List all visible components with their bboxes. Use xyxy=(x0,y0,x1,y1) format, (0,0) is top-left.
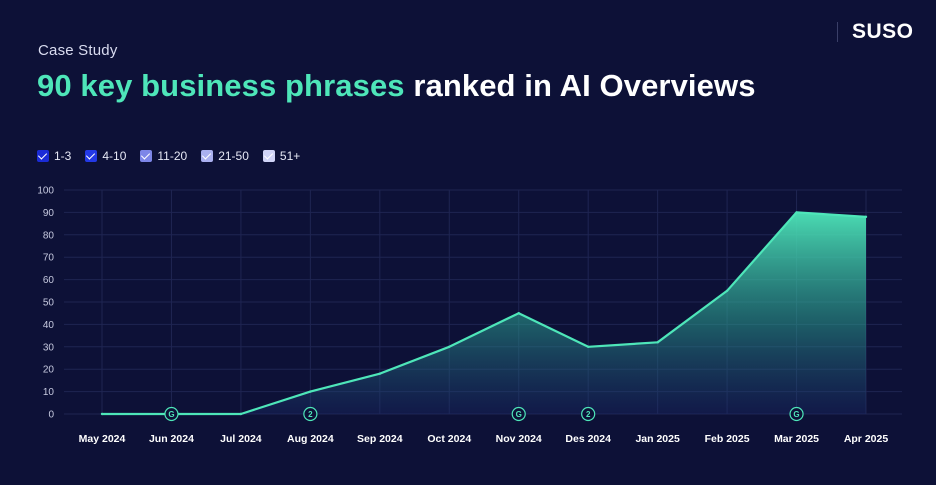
brand-divider xyxy=(837,22,838,42)
x-tick-label: Sep 2024 xyxy=(357,433,403,445)
data-point xyxy=(864,215,868,219)
brand-logo: SUSO xyxy=(852,20,914,43)
checkbox-icon xyxy=(140,150,153,162)
x-tick-label: Feb 2025 xyxy=(705,433,750,445)
legend-label: 21-50 xyxy=(218,149,249,163)
x-tick-label: Jul 2024 xyxy=(220,433,262,445)
y-tick-label: 40 xyxy=(43,320,55,331)
series-area xyxy=(102,212,866,414)
x-tick-label: May 2024 xyxy=(79,433,126,445)
annotation-marker[interactable]: G xyxy=(789,406,804,422)
y-tick-label: 90 xyxy=(43,208,55,219)
marker-circle xyxy=(789,406,804,422)
data-point xyxy=(795,211,798,214)
y-tick-label: 50 xyxy=(43,298,55,309)
legend-label: 51+ xyxy=(279,149,301,163)
data-point xyxy=(586,345,590,348)
data-point xyxy=(100,412,104,416)
y-tick-label: 80 xyxy=(43,230,55,241)
legend-item-4-10[interactable]: 4-10 xyxy=(85,149,126,163)
legend-item-1-3[interactable]: 1-3 xyxy=(37,149,71,163)
data-point xyxy=(656,341,659,344)
legend-item-51-plus[interactable]: 51+ xyxy=(262,149,301,163)
marker-label: G xyxy=(793,410,799,419)
x-tick-label: Oct 2024 xyxy=(427,433,471,445)
page-title: 90 key business phrases ranked in AI Ove… xyxy=(37,68,756,104)
x-tick-label: Nov 2024 xyxy=(496,433,542,445)
y-tick-label: 0 xyxy=(48,410,54,421)
legend-label: 1-3 xyxy=(54,149,72,163)
data-point xyxy=(309,390,312,393)
x-tick-label: Apr 2025 xyxy=(844,433,889,445)
x-axis: May 2024 Jun 2024 Jul 2024 Aug 2024 Sep 2024… xyxy=(79,433,889,445)
data-point xyxy=(725,289,729,292)
marker-circle xyxy=(581,406,596,422)
y-tick-label: 30 xyxy=(43,342,55,353)
data-point xyxy=(239,412,243,416)
headline-rest: ranked in AI Overviews xyxy=(404,68,756,103)
y-tick-label: 10 xyxy=(43,387,55,398)
plot-area xyxy=(100,211,868,416)
marker-circle xyxy=(511,406,526,422)
checkbox-icon xyxy=(201,150,214,162)
y-tick-label: 20 xyxy=(43,365,55,376)
marker-label: 2 xyxy=(308,410,313,419)
annotation-marker[interactable]: 2 xyxy=(581,406,596,422)
data-point xyxy=(448,345,451,348)
y-tick-label: 60 xyxy=(43,275,55,286)
marker-label: G xyxy=(168,410,174,419)
legend-label: 4-10 xyxy=(102,149,127,163)
annotation-markers: G 2 G 2 G xyxy=(164,406,804,422)
marker-label: G xyxy=(516,410,522,419)
y-axis: 0 10 20 30 40 50 60 70 80 90 100 xyxy=(37,186,54,421)
x-tick-label: Aug 2024 xyxy=(287,433,334,445)
marker-circle xyxy=(164,406,179,422)
annotation-marker[interactable]: G xyxy=(164,406,179,422)
y-tick-label: 100 xyxy=(37,186,54,197)
case-study-label: Case Study xyxy=(38,42,118,59)
annotation-marker[interactable]: G xyxy=(511,406,526,422)
series-line xyxy=(102,211,867,416)
data-point xyxy=(517,312,520,315)
legend-item-21-50[interactable]: 21-50 xyxy=(201,149,249,163)
checkbox-icon xyxy=(85,150,98,162)
checkbox-icon xyxy=(262,150,275,162)
legend-label: 11-20 xyxy=(157,149,188,163)
data-point xyxy=(378,372,382,375)
y-tick-label: 70 xyxy=(43,253,55,264)
chart-legend: 1-3 4-10 11-20 21-50 51+ xyxy=(37,149,300,163)
annotation-marker[interactable]: 2 xyxy=(303,406,318,422)
marker-circle xyxy=(303,406,318,422)
headline-accent: 90 key business phrases xyxy=(37,68,405,103)
marker-label: 2 xyxy=(586,410,591,419)
x-tick-label: Mar 2025 xyxy=(774,433,819,445)
x-tick-label: Jan 2025 xyxy=(635,433,680,445)
x-tick-label: Jun 2024 xyxy=(149,433,194,445)
checkbox-icon xyxy=(37,150,49,162)
legend-item-11-20[interactable]: 11-20 xyxy=(140,149,187,163)
x-tick-label: Des 2024 xyxy=(565,433,611,445)
